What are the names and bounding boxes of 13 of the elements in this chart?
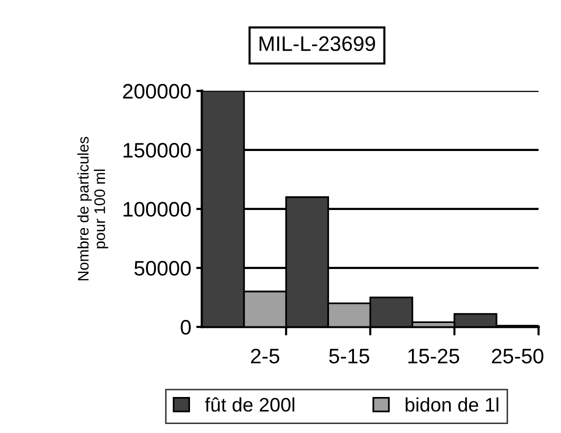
y-tick-label: 50000 (134, 260, 191, 276)
legend-label: bidon de 1l (406, 397, 498, 412)
y-tick-label: 100000 (124, 202, 191, 217)
legend-label: fût de 200l (205, 397, 294, 412)
x-tick-label: 15-25 (408, 348, 460, 364)
x-tick-label: 25-50 (492, 348, 544, 364)
y-tick-label: 200000 (123, 84, 191, 99)
chart-title: MIL-L-23699 (260, 36, 376, 52)
y-tick-label: 0 (180, 320, 191, 335)
y-axis-title: Nombre de particules pour 100 ml (77, 136, 108, 280)
x-tick-label: 5-15 (329, 348, 370, 364)
x-tick-label: 2-5 (251, 348, 280, 364)
y-tick-label: 150000 (124, 142, 191, 158)
